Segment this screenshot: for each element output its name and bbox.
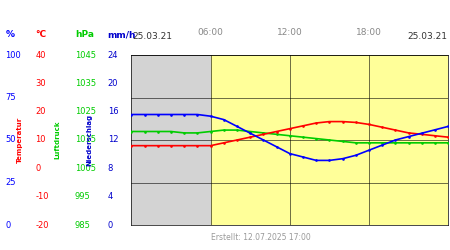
Text: 40: 40 xyxy=(36,50,46,59)
Text: 1005: 1005 xyxy=(75,164,96,173)
Text: 16: 16 xyxy=(108,107,118,116)
Text: 12:00: 12:00 xyxy=(277,28,303,38)
Text: 0: 0 xyxy=(108,220,113,230)
Text: %: % xyxy=(5,30,14,39)
Text: 06:00: 06:00 xyxy=(198,28,224,38)
Text: Luftdruck: Luftdruck xyxy=(55,121,61,159)
Text: 8: 8 xyxy=(108,164,113,173)
Text: 30: 30 xyxy=(36,79,46,88)
Text: 24: 24 xyxy=(108,50,118,59)
Text: 25: 25 xyxy=(5,178,16,187)
Text: hPa: hPa xyxy=(75,30,94,39)
Text: 100: 100 xyxy=(5,50,21,59)
Text: Temperatur: Temperatur xyxy=(17,117,22,163)
Text: 995: 995 xyxy=(75,192,90,201)
Text: Niederschlag: Niederschlag xyxy=(86,114,92,166)
Text: mm/h: mm/h xyxy=(108,30,136,39)
Text: 1015: 1015 xyxy=(75,136,96,144)
Text: 12: 12 xyxy=(108,136,118,144)
Text: 20: 20 xyxy=(108,79,118,88)
Text: Erstellt: 12.07.2025 17:00: Erstellt: 12.07.2025 17:00 xyxy=(211,234,310,242)
Text: °C: °C xyxy=(36,30,47,39)
Text: -10: -10 xyxy=(36,192,49,201)
Text: 1035: 1035 xyxy=(75,79,96,88)
Text: 1025: 1025 xyxy=(75,107,96,116)
Text: 18:00: 18:00 xyxy=(356,28,382,38)
Text: 10: 10 xyxy=(36,136,46,144)
Text: 4: 4 xyxy=(108,192,113,201)
Text: 0: 0 xyxy=(36,164,41,173)
Text: -20: -20 xyxy=(36,220,49,230)
Text: 985: 985 xyxy=(75,220,91,230)
Bar xyxy=(131,55,211,225)
Text: 25.03.21: 25.03.21 xyxy=(132,32,172,41)
Text: 0: 0 xyxy=(5,220,10,230)
Text: 25.03.21: 25.03.21 xyxy=(407,32,447,41)
Text: 75: 75 xyxy=(5,93,16,102)
Text: 50: 50 xyxy=(5,136,16,144)
Text: 1045: 1045 xyxy=(75,50,96,59)
Text: 20: 20 xyxy=(36,107,46,116)
Bar xyxy=(211,55,448,225)
